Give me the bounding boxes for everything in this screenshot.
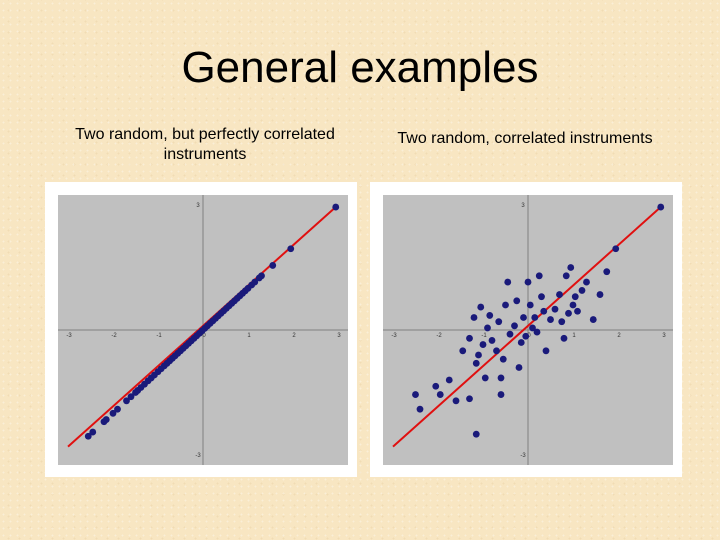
- data-point: [529, 324, 536, 332]
- data-point: [488, 337, 496, 344]
- data-point: [578, 287, 586, 294]
- data-point: [472, 359, 480, 367]
- data-point: [565, 309, 572, 317]
- data-point: [486, 312, 494, 319]
- right-chart-caption: Two random, correlated instruments: [397, 130, 653, 147]
- data-point: [571, 293, 579, 301]
- slide-title: General examples: [181, 43, 539, 92]
- data-point: [589, 316, 597, 323]
- data-point: [533, 328, 541, 336]
- data-point: [562, 272, 570, 280]
- x-tick-label: -3: [66, 333, 72, 339]
- data-point: [109, 409, 117, 417]
- data-point: [526, 301, 534, 309]
- data-point: [502, 301, 509, 309]
- data-point: [472, 430, 480, 438]
- data-point: [567, 264, 575, 271]
- data-point: [540, 307, 548, 315]
- data-point: [481, 374, 489, 382]
- data-point: [524, 278, 532, 286]
- data-point: [466, 334, 473, 342]
- data-point: [89, 428, 97, 436]
- data-point: [583, 278, 590, 286]
- x-tick-label: -2: [436, 333, 442, 339]
- data-point: [258, 272, 265, 280]
- data-point: [556, 291, 563, 298]
- x-tick-label: 3: [662, 333, 666, 339]
- data-point: [436, 391, 444, 398]
- data-point: [332, 203, 340, 211]
- data-point: [493, 347, 500, 355]
- data-point: [497, 374, 505, 382]
- right-scatter-svg: -3 -2 -1 0 1 2 3 3 -3: [383, 195, 673, 465]
- data-point: [466, 395, 473, 403]
- data-point: [127, 393, 135, 401]
- y-tick-label: 3: [196, 203, 200, 209]
- data-point: [114, 405, 121, 413]
- data-point: [269, 262, 277, 269]
- left-scatter-chart: -3 -2 -1 0 1 2 3 3 -3: [45, 182, 357, 477]
- data-point: [551, 305, 559, 313]
- data-point: [513, 297, 521, 305]
- data-point: [445, 376, 453, 384]
- left-chart-caption: Two random, but perfectly correlated ins…: [75, 126, 335, 163]
- data-point: [538, 293, 545, 301]
- data-point: [497, 391, 505, 398]
- data-point: [479, 341, 487, 348]
- data-point: [506, 330, 514, 338]
- data-point: [531, 314, 539, 321]
- x-tick-label: 2: [617, 333, 621, 339]
- data-point: [574, 307, 581, 315]
- y-tick-label: -3: [195, 453, 201, 459]
- data-point: [596, 291, 604, 298]
- data-point: [657, 203, 665, 211]
- data-point: [452, 397, 460, 405]
- data-point: [123, 397, 130, 405]
- data-point: [416, 405, 424, 413]
- x-tick-label: -1: [481, 333, 487, 339]
- data-point: [251, 278, 259, 286]
- data-point: [412, 391, 419, 398]
- data-point: [522, 332, 530, 340]
- data-point: [603, 268, 611, 276]
- x-tick-label: 1: [247, 333, 251, 339]
- data-point: [517, 339, 525, 346]
- x-tick-label: 0: [202, 333, 206, 339]
- data-point: [511, 322, 518, 330]
- data-point: [102, 416, 110, 423]
- data-point: [569, 301, 577, 309]
- x-tick-label: 2: [292, 333, 296, 339]
- data-point: [475, 351, 482, 359]
- data-point: [499, 355, 507, 363]
- data-point: [560, 334, 568, 342]
- x-tick-label: -3: [391, 333, 397, 339]
- data-point: [84, 432, 92, 440]
- y-tick-label: -3: [520, 453, 526, 459]
- x-tick-label: 3: [337, 333, 341, 339]
- data-point: [459, 347, 467, 355]
- data-point: [470, 314, 478, 321]
- x-tick-label: -1: [156, 333, 162, 339]
- right-scatter-chart: -3 -2 -1 0 1 2 3 3 -3: [370, 182, 682, 477]
- data-point: [287, 245, 295, 253]
- data-point: [504, 278, 512, 286]
- data-point: [432, 382, 440, 390]
- data-point: [515, 364, 523, 371]
- data-point: [484, 324, 491, 332]
- left-scatter-svg: -3 -2 -1 0 1 2 3 3 -3: [58, 195, 348, 465]
- x-tick-label: 0: [527, 333, 531, 339]
- data-point: [477, 303, 485, 311]
- data-point: [612, 245, 620, 253]
- x-tick-label: 1: [572, 333, 576, 339]
- data-point: [535, 272, 543, 280]
- data-point: [542, 347, 550, 355]
- data-point: [495, 318, 503, 326]
- data-point: [520, 314, 527, 321]
- y-tick-label: 3: [521, 203, 525, 209]
- data-point: [547, 316, 554, 323]
- x-tick-label: -2: [111, 333, 117, 339]
- data-point: [558, 318, 566, 326]
- fit-line: [392, 204, 664, 448]
